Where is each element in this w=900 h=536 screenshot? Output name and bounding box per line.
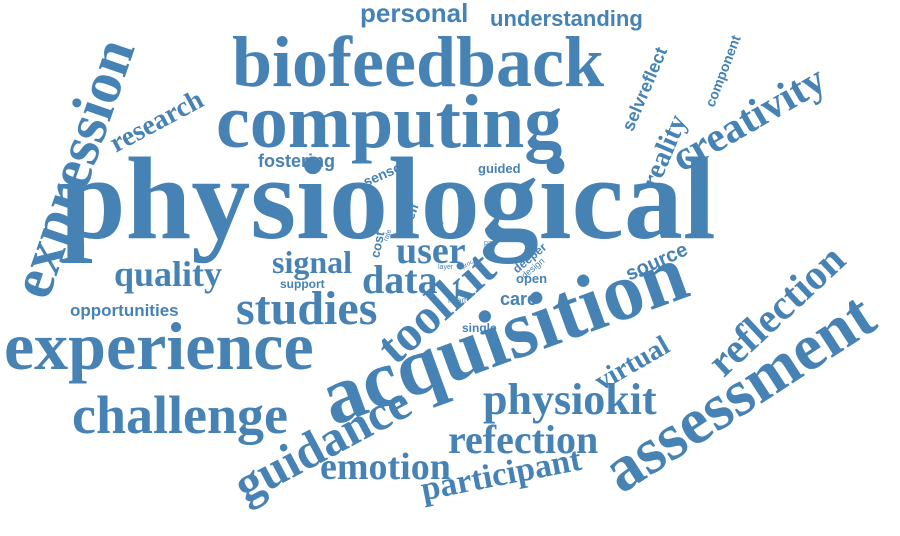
word-single: single [462,321,497,335]
word-emotion: emotion [320,446,451,488]
word-biofeedback: biofeedback [232,22,605,102]
word-experience: experience [4,308,314,384]
word-fostering: fostering [258,151,336,171]
word-physiological: physiological [60,133,716,264]
word-computing: computing [216,80,563,164]
word-support: support [280,277,325,291]
word-layer: layer [438,264,454,271]
word-creativity: creativity [663,56,834,182]
word-signal: signal [272,244,353,280]
word-component: component [701,32,744,110]
word-care: care [500,289,538,309]
word-opportunities: opportunities [70,301,179,320]
word-challenge: challenge [72,385,288,445]
word-open: open [516,271,548,286]
word-physiokit: physiokit [483,375,657,424]
word-past: past [484,240,498,247]
word-studies: studies [236,282,378,335]
word-guided: guided [478,161,521,176]
word-personal: personal [360,0,469,28]
word-quality: quality [114,254,223,294]
word-data: data [362,257,438,302]
word-user: user [396,230,466,272]
word-understanding: understanding [490,6,643,31]
word-refection: refection [448,417,599,462]
word-heart: heart [448,296,467,305]
